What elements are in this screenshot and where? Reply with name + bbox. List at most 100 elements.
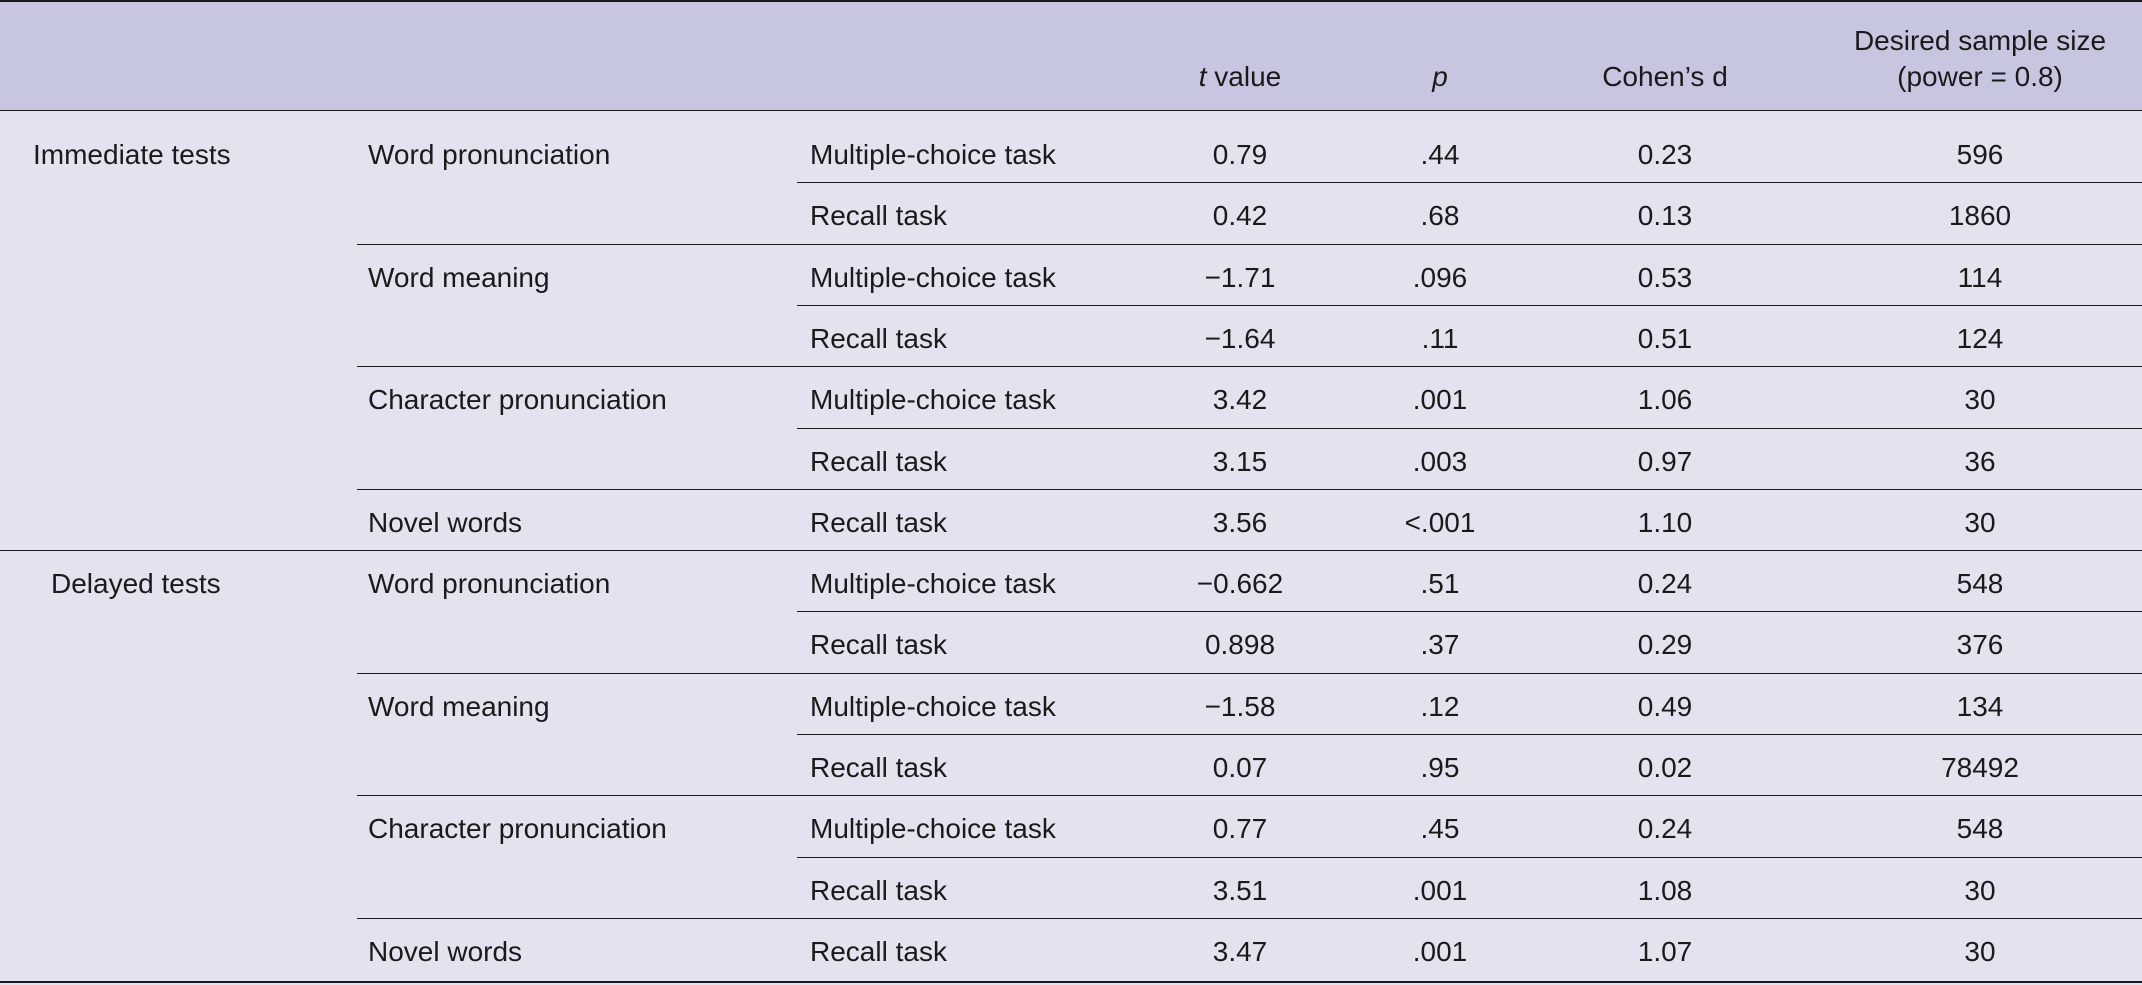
cell-task: Recall task (810, 752, 947, 783)
cell-p: .11 (1421, 322, 1459, 354)
header-sample-size-line2: (power = 0.8) (1897, 61, 2063, 92)
cell-sample-size: 30 (1964, 874, 1996, 906)
cell-p: .45 (1420, 813, 1460, 845)
cell-p: .95 (1420, 752, 1460, 783)
table-row: Recall task 0.898 .37 0.29 376 (0, 614, 2142, 675)
cell-cohens-d: 0.23 (1637, 139, 1693, 170)
cell-sample-size: 1860 (1948, 200, 2012, 232)
cell-sample-size: 596 (1956, 139, 2004, 170)
cell-cohens-d: 0.24 (1637, 568, 1693, 600)
task-separator (797, 734, 2142, 735)
bottom-rule (0, 981, 2142, 983)
cell-task: Recall task (810, 445, 947, 477)
header-cohens-d: Cohen’s d (1602, 61, 1728, 92)
group-separator (0, 550, 2142, 552)
table-row: Novel words Recall task 3.56 <.001 1.10 30 (0, 492, 2142, 553)
cell-group: Delayed tests (51, 568, 221, 600)
cell-test: Novel words (368, 506, 523, 538)
cell-sample-size: 548 (1956, 568, 2004, 600)
cell-test: Word pronunciation (368, 139, 611, 170)
cell-p: .44 (1420, 139, 1460, 170)
cell-p: .51 (1420, 568, 1460, 600)
cell-p: .68 (1420, 200, 1460, 232)
table-row: Recall task 0.07 .95 0.02 78492 (0, 737, 2142, 798)
header-t-rest: value (1206, 61, 1282, 92)
cell-cohens-d: 0.49 (1637, 690, 1693, 722)
table-row: Word meaning Multiple-choice task −1.71 .09… (0, 247, 2142, 308)
task-separator (797, 427, 2142, 429)
cell-task: Multiple-choice task (810, 568, 1056, 600)
cell-t-value: 3.42 (1212, 384, 1268, 416)
cell-t-value: −0.662 (1196, 568, 1284, 600)
cell-cohens-d: 0.29 (1637, 629, 1693, 661)
cell-test: Word meaning (368, 261, 550, 293)
cell-cohens-d: 0.24 (1637, 813, 1693, 845)
cell-p: .096 (1412, 261, 1468, 293)
cell-t-value: 0.42 (1212, 200, 1268, 232)
cell-task: Recall task (810, 874, 947, 906)
cell-t-value: 3.47 (1212, 935, 1268, 967)
cell-cohens-d: 0.02 (1637, 752, 1693, 783)
cell-task: Multiple-choice task (810, 690, 1056, 722)
cell-test: Novel words (368, 935, 523, 967)
cell-t-value: −1.58 (1204, 690, 1276, 722)
header-t-value: t value (1160, 60, 1320, 94)
cell-sample-size: 30 (1964, 384, 1996, 416)
cell-cohens-d: 1.07 (1637, 935, 1693, 967)
cell-cohens-d: 1.06 (1637, 384, 1693, 416)
cell-task: Recall task (810, 322, 947, 354)
cell-group: Immediate tests (33, 139, 231, 170)
table-row: Immediate tests Word pronunciation Multipl… (0, 124, 2142, 185)
cell-cohens-d: 0.53 (1637, 261, 1693, 293)
table-row: Recall task −1.64 .11 0.51 124 (0, 308, 2142, 369)
cell-sample-size: 134 (1956, 690, 2004, 722)
table-row: Delayed tests Word pronunciation Multiple-… (0, 553, 2142, 614)
cell-cohens-d: 0.97 (1637, 445, 1693, 477)
cell-p: .001 (1412, 874, 1468, 906)
cell-sample-size: 548 (1956, 813, 2004, 845)
header-sample-size-line1: Desired sample size (1853, 25, 2107, 56)
cell-p: .12 (1420, 690, 1460, 722)
cell-t-value: 0.898 (1204, 629, 1276, 661)
cell-test: Character pronunciation (368, 813, 667, 845)
cell-t-value: 3.51 (1212, 874, 1268, 906)
task-separator (797, 182, 2142, 184)
test-separator (357, 366, 2142, 368)
cell-task: Multiple-choice task (810, 261, 1056, 293)
task-separator (797, 304, 2142, 306)
cell-sample-size: 78492 (1941, 752, 2019, 783)
cell-t-value: 3.15 (1212, 445, 1268, 477)
cell-sample-size: 124 (1956, 322, 2004, 354)
cell-p: <.001 (1404, 506, 1476, 538)
cell-test: Word meaning (368, 690, 550, 722)
task-separator (797, 611, 2142, 613)
cell-sample-size: 30 (1964, 935, 1996, 967)
cell-p: .001 (1412, 384, 1468, 416)
cell-t-value: 0.77 (1212, 813, 1268, 845)
cell-t-value: 0.79 (1212, 139, 1268, 170)
cell-task: Recall task (810, 629, 947, 661)
cell-cohens-d: 1.10 (1637, 506, 1693, 538)
cell-test: Word pronunciation (368, 568, 611, 600)
cell-p: .001 (1412, 935, 1468, 967)
cell-sample-size: 36 (1964, 445, 1996, 477)
cell-sample-size: 114 (1957, 261, 2003, 293)
cell-task: Multiple-choice task (810, 813, 1056, 845)
cell-cohens-d: 0.51 (1637, 322, 1693, 354)
table-row: Novel words Recall task 3.47 .001 1.07 30 (0, 921, 2142, 982)
cell-t-value: 3.56 (1212, 506, 1268, 538)
cell-t-value: −1.64 (1204, 322, 1276, 354)
test-separator (357, 672, 2142, 674)
cell-test: Character pronunciation (368, 384, 667, 416)
cell-cohens-d: 0.13 (1637, 200, 1693, 232)
table-row: Recall task 3.51 .001 1.08 30 (0, 860, 2142, 921)
cell-cohens-d: 1.08 (1637, 874, 1693, 906)
task-separator (797, 856, 2142, 858)
cell-p: .37 (1420, 629, 1460, 661)
cell-task: Multiple-choice task (810, 384, 1056, 416)
table-row: Recall task 0.42 .68 0.13 1860 (0, 185, 2142, 246)
table-row: Character pronunciation Multiple-choice t… (0, 369, 2142, 430)
cell-sample-size: 30 (1964, 506, 1996, 538)
test-separator (357, 243, 2142, 245)
